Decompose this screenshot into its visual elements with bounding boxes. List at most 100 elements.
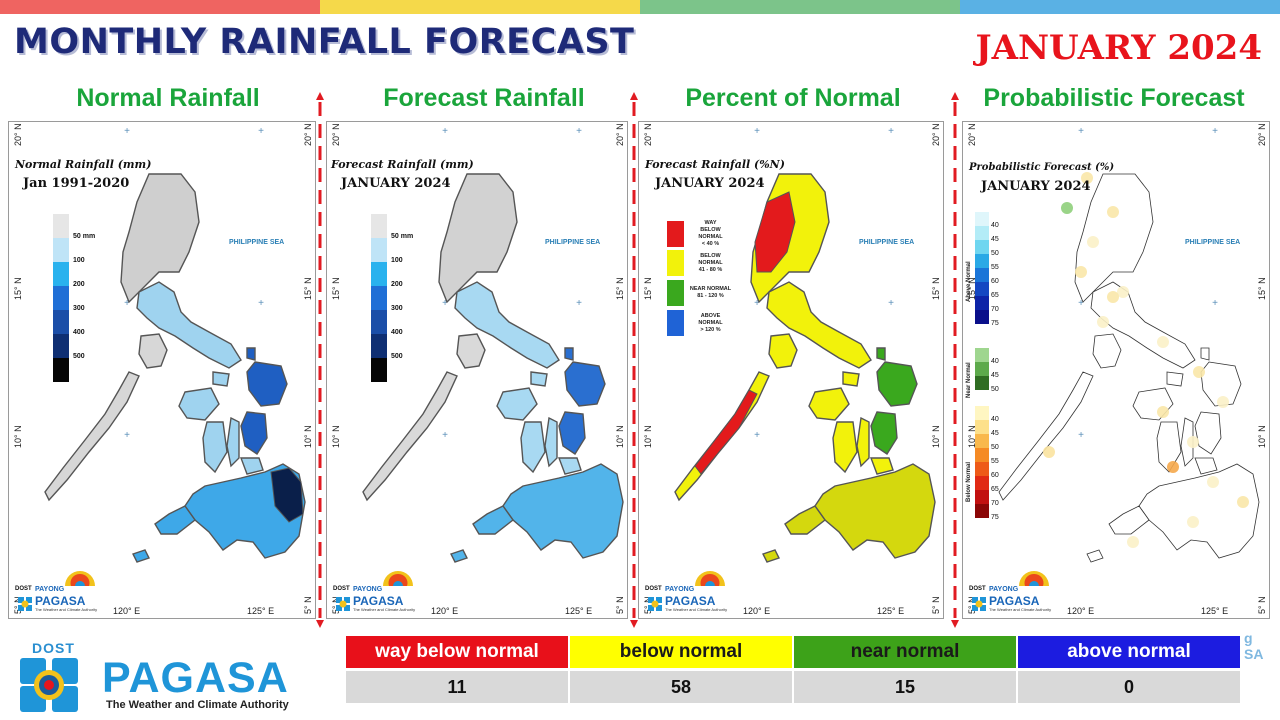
legend-value: 40 — [991, 222, 999, 229]
island-negros — [202, 421, 228, 474]
island-mindoro — [138, 333, 168, 369]
legend-swatch — [371, 286, 387, 310]
island-leyte — [240, 411, 268, 455]
payong-pagasa-logo: DOST PAYONG PAGASA The Weather and Clima… — [13, 568, 103, 612]
legend-swatch — [975, 420, 989, 434]
legend-swatch — [371, 214, 387, 238]
grid-cross: + — [888, 298, 894, 309]
legend-swatch — [975, 296, 989, 310]
above-normal-label: Above Normal — [966, 261, 972, 302]
pagasa-label: PAGASA — [665, 594, 716, 608]
island-negros — [520, 421, 546, 474]
station-probability-dot — [1081, 172, 1093, 184]
grid-cross: + — [442, 430, 448, 441]
island-zamboanga — [1108, 505, 1150, 535]
grid-cross: + — [1078, 430, 1084, 441]
payong-pagasa-logo: DOST PAYONG PAGASA The Weather and Clima… — [967, 568, 1057, 612]
below-normal-scale — [975, 406, 989, 518]
latitude-label: 10° N — [1257, 425, 1267, 448]
pagasa-emblem-icon — [972, 597, 986, 611]
heading-probabilistic-forecast: Probabilistic Forecast — [983, 84, 1245, 112]
legend-swatch — [667, 221, 684, 247]
high-rainfall-area — [270, 467, 304, 523]
island-bohol — [239, 457, 264, 475]
legend-swatch — [53, 286, 69, 310]
legend-value: 60 — [991, 472, 999, 479]
near-normal-label: Near Normal — [966, 362, 972, 398]
legend-value: 60 — [991, 278, 999, 285]
pagasa-emblem-icon — [336, 597, 350, 611]
latitude-label: 15° N — [331, 277, 341, 300]
legend-swatch — [975, 310, 989, 324]
longitude-label: 120° E — [113, 606, 141, 616]
payong-label: PAYONG — [353, 586, 383, 593]
legend-value: 65 — [991, 486, 999, 493]
pagasa-emblem-icon — [648, 597, 662, 611]
dost-label: DOST — [645, 586, 662, 592]
near-normal-scale — [975, 348, 989, 390]
arrow-down-icon — [316, 620, 324, 628]
island-bohol — [1194, 457, 1218, 475]
stripe-blue — [960, 0, 1280, 14]
legend-value: 45 — [991, 236, 999, 243]
legend-swatch — [975, 348, 989, 362]
legend-label: WAY BELOW NORMAL < 40 % — [698, 220, 723, 247]
station-probability-dot — [1207, 476, 1219, 488]
island-samar — [246, 361, 288, 407]
page-title: MONTHLY RAINFALL FORECAST — [14, 22, 635, 62]
island-mindanao — [502, 463, 624, 559]
longitude-label: 125° E — [1201, 606, 1229, 616]
legend-swatch — [975, 240, 989, 254]
stripe-red — [0, 0, 320, 14]
philippines-map: ++++++ — [998, 126, 1260, 563]
stripe-green — [640, 0, 960, 14]
dost-label: DOST — [333, 586, 350, 592]
island-cebu — [544, 416, 558, 468]
percent-legend-item: WAY BELOW NORMAL < 40 % — [667, 220, 733, 248]
island-cebu — [226, 416, 240, 468]
legend-swatch — [667, 310, 684, 336]
legend-value: 50 — [991, 386, 999, 393]
longitude-label: 125° E — [565, 606, 593, 616]
pagasa-wordmark: PAGASA — [102, 654, 289, 702]
legend-value: 45 — [991, 372, 999, 379]
legend-value: 55 — [991, 458, 999, 465]
map-panel-forecast-rainfall: ++++++ Forecast Rainfall (mm) JANUARY 20… — [326, 121, 628, 619]
legend-value: 70 — [991, 500, 999, 507]
percent-legend-item: NEAR NORMAL 81 - 120 % — [667, 280, 733, 306]
legend-label: 300 — [73, 305, 85, 312]
logo-tagline: The Weather and Climate Authority — [989, 607, 1052, 612]
map-subtitle: JANUARY 2024 — [655, 176, 765, 191]
top-color-stripe — [0, 0, 1280, 14]
legend-label: 400 — [73, 329, 85, 336]
island-samar — [876, 361, 918, 407]
island-catanduanes — [246, 347, 256, 361]
station-probability-dot — [1043, 446, 1055, 458]
umbrella-icon — [65, 571, 95, 586]
category-count: 11 — [346, 671, 568, 703]
station-probability-dot — [1187, 436, 1199, 448]
pagasa-label: PAGASA — [35, 594, 86, 608]
map-title: Probabilistic Forecast (%) — [969, 162, 1115, 173]
island-luzon-north — [438, 173, 518, 304]
map-panel-normal-rainfall: ++++++ Normal Rainfall (mm) Jan 1991-202… — [8, 121, 316, 619]
island-zamboanga — [154, 505, 196, 535]
longitude-label: 125° E — [247, 606, 275, 616]
legend-label: 100 — [73, 257, 85, 264]
map-subtitle: JANUARY 2024 — [341, 176, 451, 191]
legend-swatch — [975, 282, 989, 296]
legend-label: NEAR NORMAL 81 - 120 % — [689, 286, 732, 299]
latitude-label: 5° N — [931, 596, 941, 614]
divider-1 — [316, 92, 324, 628]
grid-cross: + — [576, 126, 582, 137]
latitude-label: 20° N — [615, 123, 625, 146]
grid-cross: + — [754, 126, 760, 137]
island-palawan — [44, 371, 140, 502]
island-sulu — [450, 549, 468, 563]
island-zamboanga — [784, 505, 826, 535]
island-masbate — [212, 371, 230, 387]
island-panay — [496, 387, 538, 421]
longitude-label: 120° E — [431, 606, 459, 616]
legend-swatch — [667, 280, 684, 306]
legend-swatch — [975, 406, 989, 420]
